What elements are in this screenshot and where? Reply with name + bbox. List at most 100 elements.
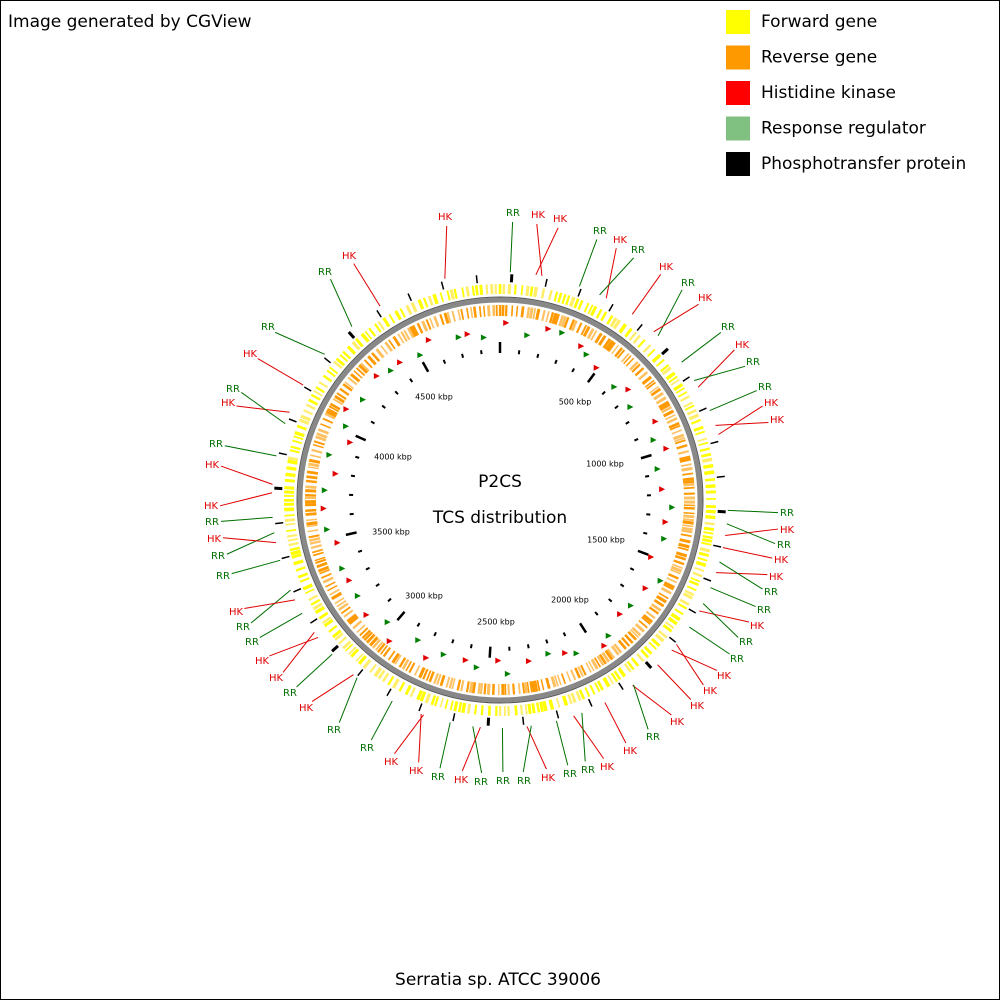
feature-label: RR — [209, 439, 223, 450]
legend-label: Histidine kinase — [761, 83, 896, 103]
reverse-gene — [471, 682, 473, 693]
feature-label: RR — [506, 208, 520, 219]
forward-gene — [487, 284, 488, 294]
legend-swatch — [726, 46, 750, 70]
ruler-tick — [471, 644, 472, 648]
ruler-label: 2500 kbp — [477, 618, 515, 627]
reverse-gene — [512, 305, 513, 316]
ruler-tick — [555, 360, 557, 364]
feature-label: RR — [517, 776, 531, 787]
ruler-tick — [462, 354, 463, 358]
legend-label: Forward gene — [761, 12, 877, 32]
legend-swatch — [726, 10, 750, 34]
feature-label: RR — [205, 517, 219, 528]
forward-gene — [706, 486, 716, 487]
feature-label: RR — [777, 540, 791, 551]
feature-label: HK — [670, 717, 685, 728]
forward-gene — [704, 528, 714, 529]
organism: Serratia sp. ATCC 39006 — [395, 970, 601, 990]
feature-label: RR — [764, 587, 778, 598]
feature-label: HK — [384, 757, 399, 768]
feature-label: HK — [541, 773, 556, 784]
feature-label: HK — [623, 746, 638, 757]
feature-label: HK — [205, 460, 220, 471]
feature-label: RR — [236, 622, 250, 633]
feature-label: HK — [698, 293, 713, 304]
reverse-gene — [485, 683, 486, 694]
ruler-tick — [537, 354, 538, 358]
ruler-tick — [528, 644, 529, 648]
legend-label: Reverse gene — [761, 48, 877, 68]
reverse-gene — [683, 479, 694, 480]
ruler-tick — [452, 639, 453, 643]
feature-label: HK — [342, 251, 357, 262]
feature-label: HK — [613, 235, 628, 246]
forward-gene — [482, 705, 483, 715]
tcs-tick — [523, 717, 524, 725]
feature-label: RR — [780, 508, 794, 519]
tcs-tick — [275, 523, 283, 524]
forward-gene — [529, 704, 530, 714]
feature-label: RR — [730, 654, 744, 665]
forward-gene — [455, 701, 457, 711]
feature-label: HK — [299, 703, 314, 714]
forward-gene — [285, 515, 295, 516]
feature-label: RR — [496, 776, 510, 787]
reverse-gene — [474, 307, 475, 318]
feature-label: HK — [553, 214, 568, 225]
forward-gene — [704, 472, 714, 473]
reverse-gene — [682, 468, 693, 470]
feature-label: RR — [283, 688, 297, 699]
feature-label: HK — [438, 212, 453, 223]
forward-gene — [526, 704, 527, 714]
feature-label: RR — [360, 743, 374, 754]
reverse-gene — [305, 510, 316, 511]
reverse-gene — [481, 683, 482, 694]
reverse-gene — [306, 523, 317, 524]
reverse-gene — [513, 684, 514, 695]
reverse-gene — [306, 477, 317, 478]
reverse-gene — [508, 684, 509, 695]
forward-gene — [703, 466, 713, 468]
forward-gene — [522, 285, 523, 295]
reverse-gene — [488, 305, 489, 316]
reverse-gene — [537, 309, 539, 320]
feature-label: RR — [563, 769, 577, 780]
forward-gene — [531, 286, 532, 296]
feature-label: RR — [581, 765, 595, 776]
forward-gene — [475, 705, 476, 715]
forward-gene — [451, 290, 453, 300]
forward-gene — [533, 703, 535, 713]
reverse-gene — [525, 682, 526, 693]
forward-gene — [286, 468, 296, 469]
reverse-gene — [308, 464, 319, 466]
feature-label: HK — [764, 398, 779, 409]
reverse-gene — [306, 514, 317, 515]
forward-gene — [541, 702, 543, 712]
feature-label: HK — [769, 572, 784, 583]
ruler-tick — [643, 533, 647, 534]
feature-label: HK — [750, 621, 765, 632]
feature-label: RR — [245, 637, 259, 648]
feature-label: HK — [703, 686, 718, 697]
feature-label: HK — [409, 766, 424, 777]
reverse-gene — [305, 487, 316, 488]
ruler-label: 2000 kbp — [551, 596, 589, 605]
feature-label: HK — [454, 775, 469, 786]
feature-label: HK — [229, 607, 244, 618]
forward-gene — [288, 458, 298, 460]
feature-label: RR — [327, 725, 341, 736]
ruler-tick — [444, 360, 445, 364]
reverse-gene — [683, 484, 694, 485]
ruler-tick — [355, 457, 359, 458]
feature-label: HK — [735, 340, 750, 351]
legend-label: Response regulator — [761, 119, 926, 139]
feature-label: RR — [226, 384, 240, 395]
reverse-gene — [683, 522, 694, 523]
legend-label: Phosphotransfer protein — [761, 154, 966, 174]
forward-gene — [285, 480, 295, 481]
feature-label: HK — [717, 671, 732, 682]
ruler-tick — [519, 350, 520, 354]
